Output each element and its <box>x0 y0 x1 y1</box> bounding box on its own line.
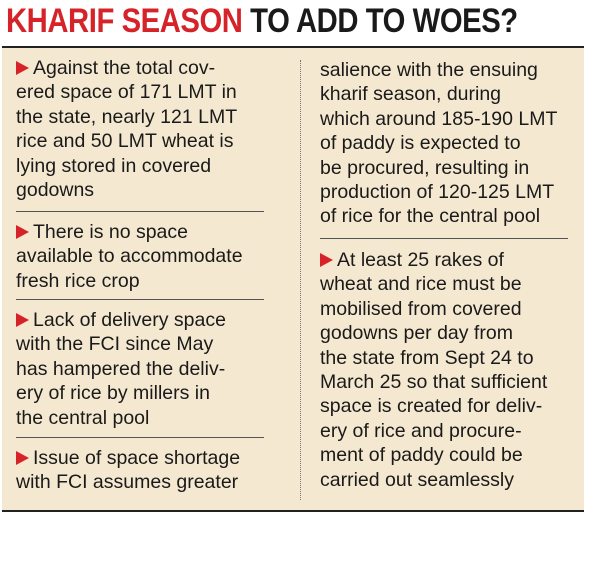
line: godowns per day from <box>320 322 513 345</box>
text: There is no space <box>33 221 189 243</box>
line: space is created for deliv- <box>320 395 543 418</box>
bullet: At least 25 rakes of wheat and rice must… <box>320 248 547 492</box>
line: the state from Sept 24 to <box>320 346 534 369</box>
line: Issue of space shortage <box>16 446 240 470</box>
arrow <box>16 225 29 239</box>
text: Issue of space shortage <box>33 447 241 469</box>
line: with FCI assumes greater <box>16 471 239 494</box>
text: At least 25 rakes of <box>337 249 504 271</box>
line: ered space of 171 LMT in <box>16 81 237 104</box>
title: KHARIF SEASON TO ADD TO WOES? <box>6 2 518 41</box>
text: Against the total cov- <box>33 57 216 79</box>
line: available to accommodate <box>16 245 243 268</box>
line: ery of rice and procure- <box>320 419 522 442</box>
arrow <box>16 313 29 327</box>
line: fresh rice crop <box>16 269 140 292</box>
bullet: Issue of space shortage with FCI assumes… <box>16 446 240 495</box>
line: wheat and rice must be <box>320 273 522 296</box>
line: kharif season, during <box>320 83 502 106</box>
line: the state, nearly 121 LMT <box>16 105 238 128</box>
line: be procured, resulting in <box>320 156 530 179</box>
arrow <box>320 253 333 267</box>
line: At least 25 rakes of <box>320 248 547 272</box>
arrow <box>16 61 29 75</box>
line: Lack of delivery space <box>16 308 226 332</box>
title-rest: TO ADD TO WOES? <box>250 2 518 40</box>
line: ment of paddy could be <box>320 444 523 467</box>
separator <box>16 299 264 300</box>
line: There is no space <box>16 220 243 244</box>
line: has hampered the deliv- <box>16 357 226 380</box>
line: ery of rice by millers in <box>16 382 210 405</box>
line: salience with the ensuing <box>320 59 538 81</box>
separator <box>16 437 264 438</box>
column-divider <box>300 60 301 500</box>
line: lying stored in covered <box>16 154 212 177</box>
text: Lack of delivery space <box>33 309 226 331</box>
line: March 25 so that sufficient <box>320 371 548 394</box>
separator <box>320 238 568 239</box>
bullet: There is no space available to accommoda… <box>16 220 243 293</box>
line: of rice for the central pool <box>320 205 541 228</box>
line: which around 185-190 LMT <box>320 107 558 130</box>
line: rice and 50 LMT wheat is <box>16 130 234 153</box>
bullet: Lack of delivery space with the FCI sinc… <box>16 308 226 430</box>
line: with the FCI since May <box>16 333 214 356</box>
arrow <box>16 451 29 465</box>
line: mobilised from covered <box>320 297 522 320</box>
line: godowns <box>16 179 95 202</box>
line: the central pool <box>16 406 150 429</box>
title-highlight: KHARIF SEASON <box>6 2 243 40</box>
content-box: Against the total cov- ered space of 171… <box>2 46 584 512</box>
bullet: salience with the ensuing kharif season,… <box>320 58 557 229</box>
line: carried out seamlessly <box>320 468 514 491</box>
separator <box>16 211 264 212</box>
line: of paddy is expected to <box>320 132 521 155</box>
line: Against the total cov- <box>16 56 237 80</box>
line: production of 120-125 LMT <box>320 181 555 204</box>
bullet: Against the total cov- ered space of 171… <box>16 56 237 202</box>
